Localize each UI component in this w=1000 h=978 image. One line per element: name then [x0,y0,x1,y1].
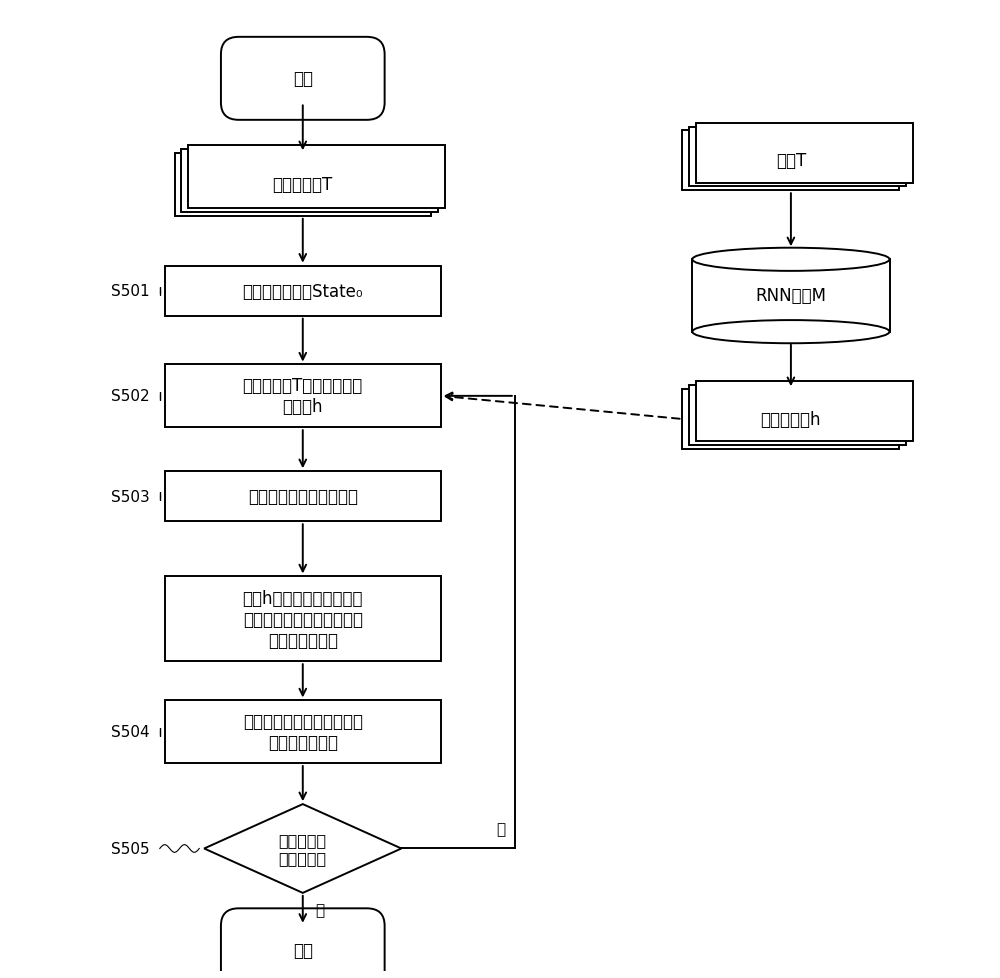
Text: 是: 是 [316,902,325,916]
Bar [165,700,441,763]
Bar [165,365,441,427]
Text: 计算h与相邻状态中心的相
似度，选择相似度最高的状
态作为下一状态: 计算h与相邻状态中心的相 似度，选择相似度最高的状 态作为下一状态 [243,590,363,649]
Text: 否: 否 [496,822,505,836]
FancyBboxPatch shape [221,38,385,120]
Bar [181,150,438,213]
Bar [692,260,890,333]
Bar [165,266,441,317]
Ellipse shape [692,321,890,344]
Text: S502: S502 [111,389,150,404]
Text: 结束: 结束 [293,941,313,958]
Bar [682,389,899,450]
Text: 记录当前状态，并设置当前
状态为下一状态: 记录当前状态，并设置当前 状态为下一状态 [243,713,363,751]
Bar [682,131,899,191]
Bar [689,127,906,187]
Text: S501: S501 [111,284,150,299]
Text: 输入：文本T: 输入：文本T [273,176,333,195]
Text: S503: S503 [111,489,150,505]
Ellipse shape [692,248,890,272]
Text: 设置当前状态为State₀: 设置当前状态为State₀ [242,283,363,300]
Bar [689,386,906,446]
Text: 确定当前状态的相邻状态: 确定当前状态的相邻状态 [248,488,358,506]
Polygon shape [204,804,401,893]
Bar [165,577,441,661]
Text: RNN模型M: RNN模型M [755,288,826,305]
Bar [696,382,913,442]
Bar [165,471,441,522]
Text: S504: S504 [111,725,150,739]
Bar [696,123,913,183]
FancyBboxPatch shape [221,909,385,978]
Text: 隐藏层向量h: 隐藏层向量h [761,411,821,428]
Text: 按顺序获取T中单词的隐藏
层向量h: 按顺序获取T中单词的隐藏 层向量h [243,378,363,416]
Text: S505: S505 [111,841,150,856]
Bar [175,154,431,217]
Text: 开始: 开始 [293,70,313,88]
Bar [188,147,445,209]
Text: 当前单词是
最后一个？: 当前单词是 最后一个？ [279,832,327,865]
Text: 文本T: 文本T [776,153,806,170]
